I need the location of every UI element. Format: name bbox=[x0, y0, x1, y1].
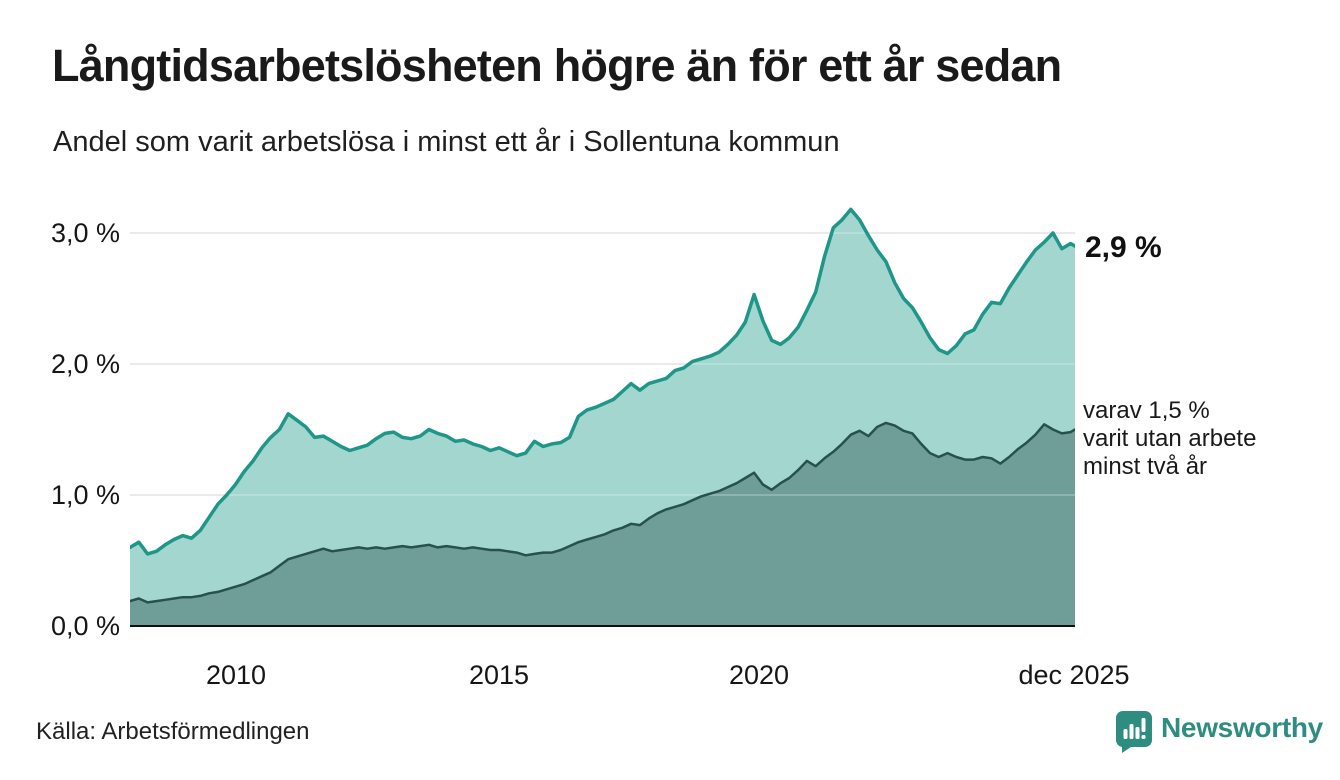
area-chart bbox=[130, 207, 1075, 627]
x-axis-tick-label: 2020 bbox=[728, 660, 790, 690]
x-axis-tick-label: dec 2025 bbox=[1018, 660, 1130, 690]
y-axis-tick-label: 0,0 % bbox=[50, 611, 120, 641]
annotation-line: varav 1,5 % bbox=[1083, 397, 1210, 424]
newsworthy-logo-icon bbox=[1116, 711, 1152, 753]
newsworthy-logo-text: Newsworthy bbox=[1161, 712, 1323, 743]
series-line-two-year bbox=[130, 421, 1075, 604]
series-end-annotation: varav 1,5 % varit utan arbete minst två … bbox=[1083, 397, 1333, 481]
annotation-line: minst två år bbox=[1083, 453, 1208, 480]
y-axis-tick-label: 3,0 % bbox=[50, 218, 120, 248]
series-line-long-term bbox=[130, 207, 1075, 556]
annotation-line: varit utan arbete bbox=[1083, 425, 1257, 452]
source-note: Källa: Arbetsförmedlingen bbox=[36, 718, 310, 745]
series-end-value-label: 2,9 % bbox=[1085, 231, 1162, 264]
newsworthy-logo: Newsworthy bbox=[1115, 710, 1323, 754]
page-title: Långtidsarbetslösheten högre än för ett … bbox=[52, 40, 1062, 91]
series-area-two-year bbox=[130, 422, 1075, 626]
x-axis-tick-label: 2015 bbox=[468, 660, 530, 690]
x-axis-tick-label: 2010 bbox=[205, 660, 267, 690]
y-axis-tick-label: 2,0 % bbox=[50, 349, 120, 379]
chart-subtitle: Andel som varit arbetslösa i minst ett å… bbox=[53, 126, 840, 158]
y-axis-tick-label: 1,0 % bbox=[50, 480, 120, 510]
